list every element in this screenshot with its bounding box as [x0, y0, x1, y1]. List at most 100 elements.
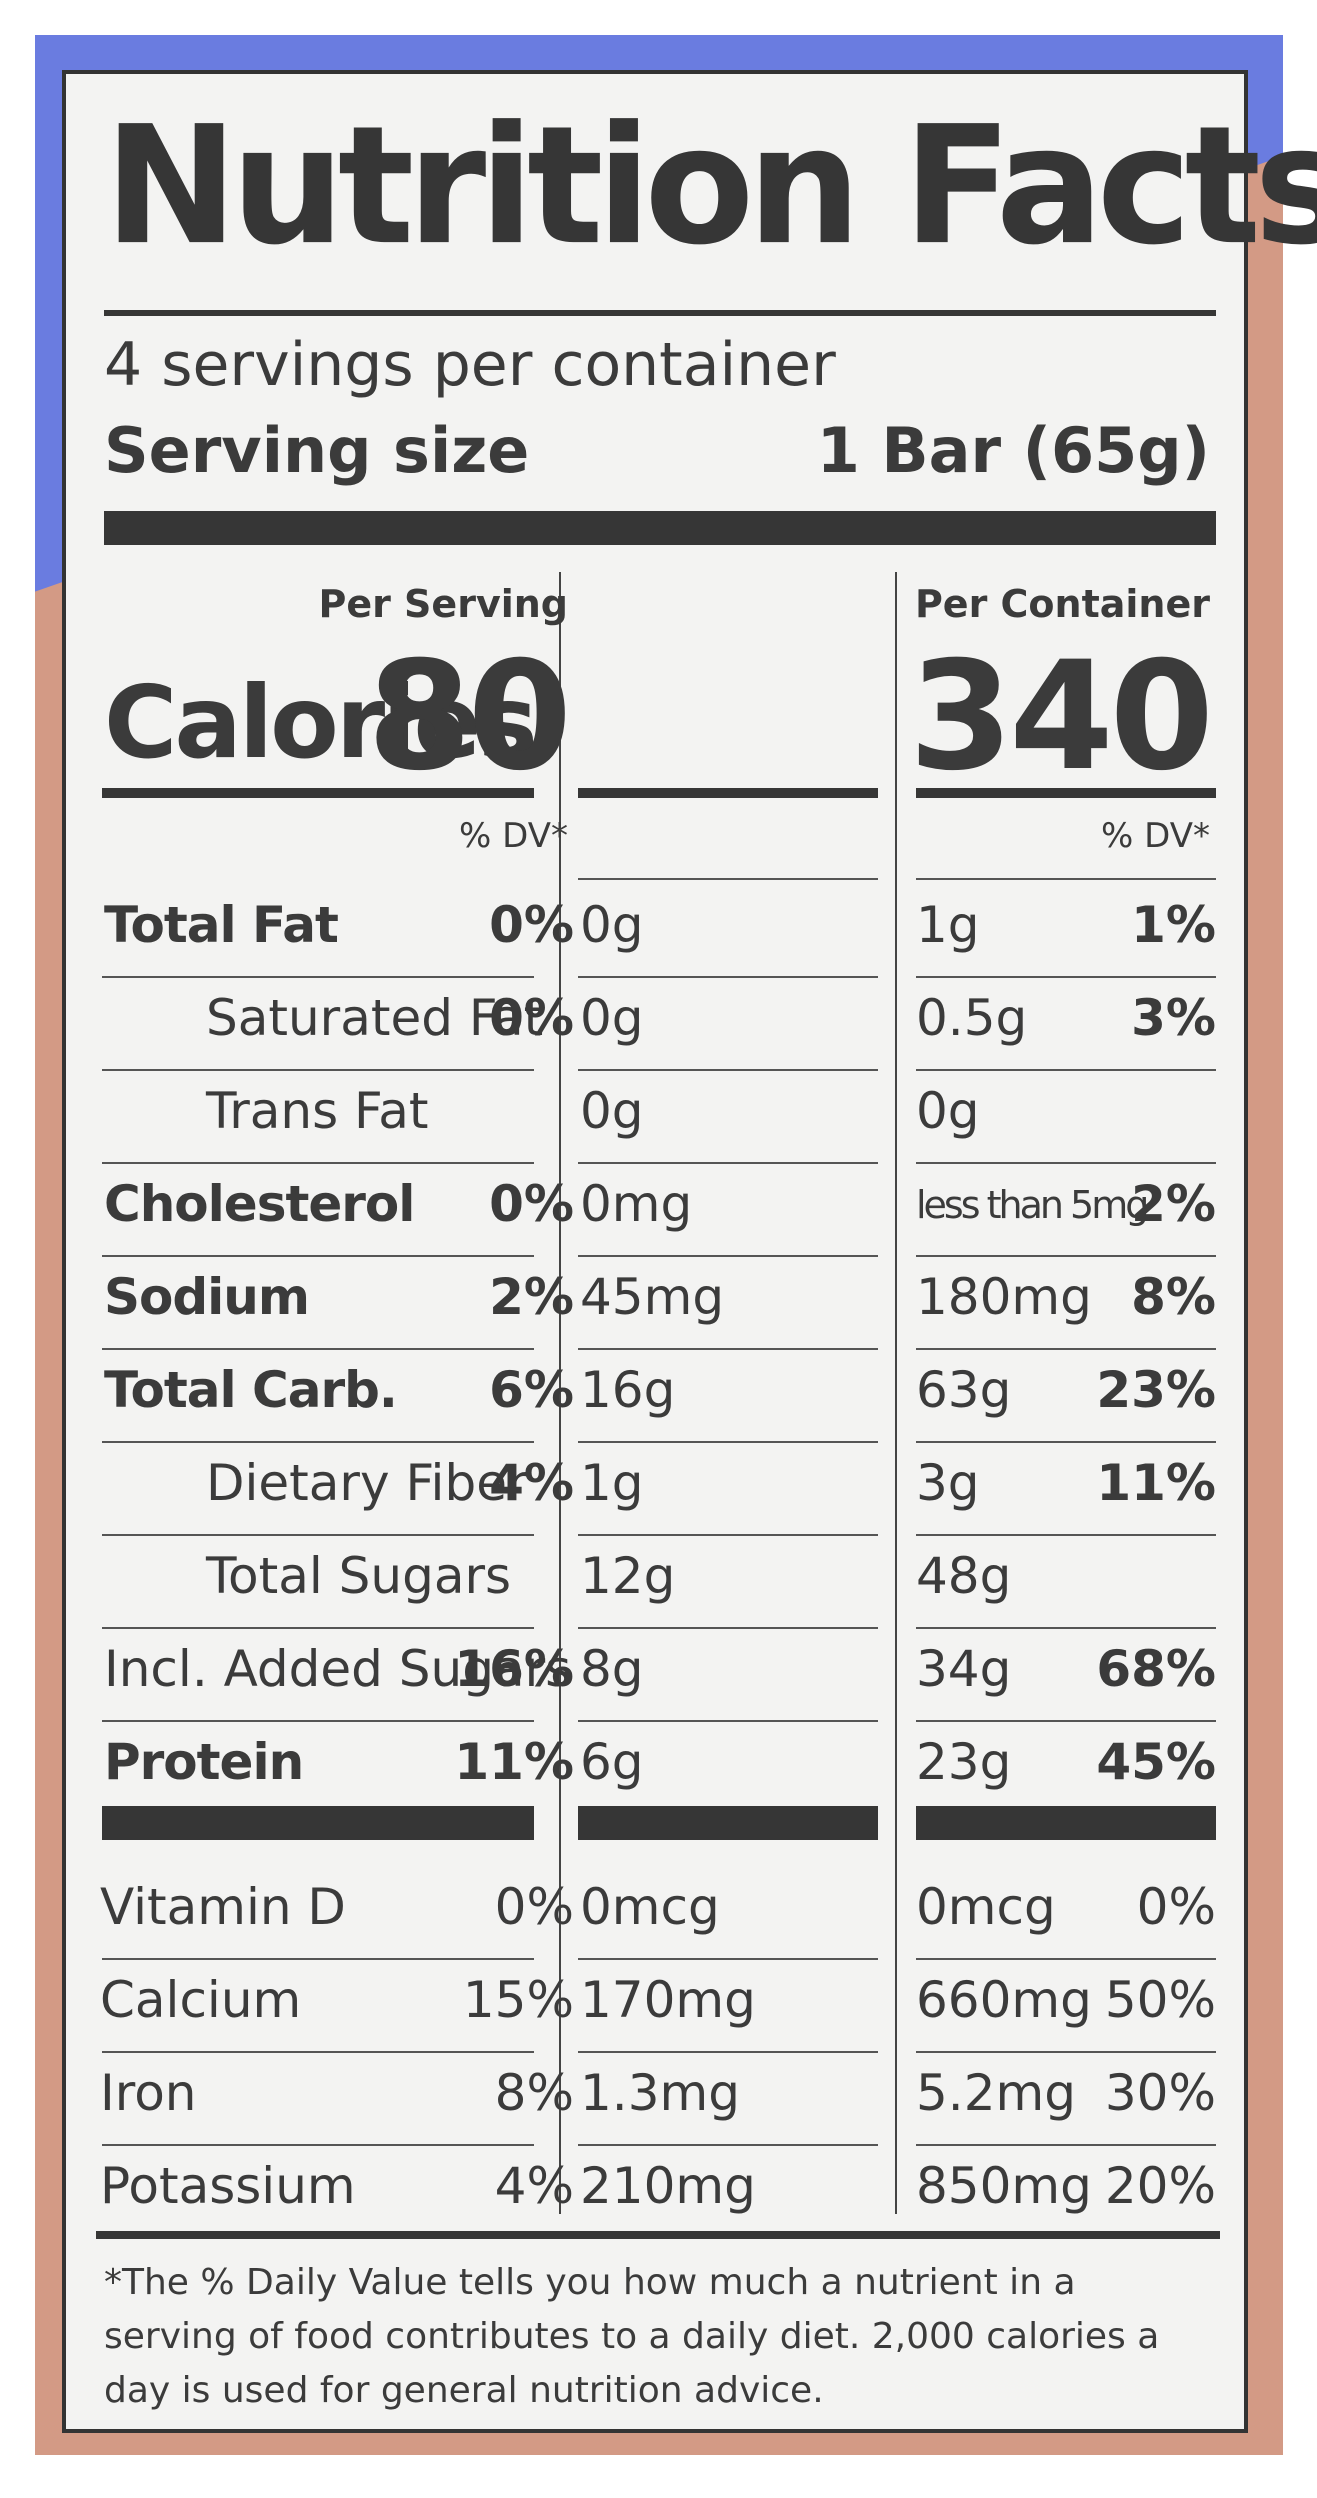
- vitamin-thick-rule-label: [102, 1806, 534, 1840]
- vitamin-row: Iron 1.3mg 8% 5.2mg 30%: [66, 2052, 1252, 2145]
- row-rule-container: [916, 1441, 1216, 1443]
- nutrient-name: Sodium: [104, 1268, 310, 1326]
- container-amount: 0mcg: [916, 1878, 1056, 1936]
- serving-amount: 0g: [580, 989, 644, 1047]
- container-amount: 0.5g: [916, 989, 1028, 1047]
- dv-header-serving: % DV*: [459, 816, 568, 856]
- row-rule-container: [916, 1958, 1216, 1960]
- calories-label: Calories: [104, 664, 538, 781]
- row-rule-container: [916, 1720, 1216, 1722]
- daily-value-footnote: *The % Daily Value tells you how much a …: [104, 2262, 1160, 2411]
- serving-amount: 210mg: [580, 2157, 756, 2215]
- vitamin-thick-rule-container: [916, 1806, 1216, 1840]
- container-amount: 48g: [916, 1547, 1012, 1605]
- row-rule-label: [102, 1720, 534, 1722]
- serving-dv: 6%: [489, 1361, 574, 1419]
- container-amount: 34g: [916, 1640, 1012, 1698]
- nutrient-row: Saturated Fat 0g 0% 0.5g 3%: [66, 977, 1252, 1070]
- nutrient-name: Dietary Fiber: [206, 1454, 528, 1512]
- nutrition-facts-panel: Nutrition Facts 4 servings per container…: [62, 70, 1317, 2433]
- container-dv: 1%: [1131, 896, 1216, 954]
- row-rule-label: [102, 1627, 534, 1629]
- nutrient-name: Saturated Fat: [206, 989, 544, 1047]
- footnote-rule: [96, 2231, 1220, 2239]
- row-rule-serving: [578, 2051, 878, 2053]
- container-dv: 20%: [1104, 2157, 1216, 2215]
- container-amount: 5.2mg: [916, 2064, 1076, 2122]
- vitamin-name: Potassium: [100, 2157, 356, 2215]
- calories-per-container: 340: [908, 630, 1214, 804]
- serving-amount: 16g: [580, 1361, 676, 1419]
- calories-rule-serving: [578, 788, 878, 798]
- row-rule-serving: [578, 1720, 878, 1722]
- row-rule-container: [916, 2144, 1216, 2146]
- nutrient-name: Total Sugars: [206, 1547, 512, 1605]
- container-amount: 850mg: [916, 2157, 1092, 2215]
- container-dv: 50%: [1104, 1971, 1216, 2029]
- container-amount: 660mg: [916, 1971, 1092, 2029]
- row-rule-serving: [578, 1348, 878, 1350]
- nutrient-name: Trans Fat: [206, 1082, 429, 1140]
- vitamin-row: Vitamin D 0mcg 0% 0mcg 0%: [66, 1866, 1252, 1959]
- row-rule-container: [916, 1348, 1216, 1350]
- row-rule-container: [916, 1069, 1216, 1071]
- container-amount: 23g: [916, 1733, 1012, 1791]
- nutrient-row: Dietary Fiber 1g 4% 3g 11%: [66, 1442, 1252, 1535]
- container-amount: 180mg: [916, 1268, 1092, 1326]
- row-rule-label: [102, 2144, 534, 2146]
- title-rule: [104, 310, 1216, 316]
- container-dv: 30%: [1104, 2064, 1216, 2122]
- container-dv: 3%: [1131, 989, 1216, 1047]
- container-dv: 8%: [1131, 1268, 1216, 1326]
- row-rule-container: [916, 1162, 1216, 1164]
- container-dv: 68%: [1096, 1640, 1216, 1698]
- serving-dv: 0%: [489, 1175, 574, 1233]
- row-rule-container: [916, 1255, 1216, 1257]
- label-title: Nutrition Facts: [104, 90, 1317, 281]
- column-divider-2: [895, 572, 897, 2214]
- serving-amount: 0g: [580, 1082, 644, 1140]
- vitamin-thick-rule-serving: [578, 1806, 878, 1840]
- serving-dv: 16%: [454, 1640, 574, 1698]
- row-rule-serving: [578, 1069, 878, 1071]
- serving-amount: 0g: [580, 896, 644, 954]
- row-rule-serving: [578, 2144, 878, 2146]
- nutrient-name: Total Fat: [104, 896, 339, 954]
- container-dv: 0%: [1136, 1878, 1216, 1936]
- row-rule-serving: [578, 1627, 878, 1629]
- row-rule-label: [102, 1958, 534, 1960]
- container-amount: 3g: [916, 1454, 980, 1512]
- row-rule-label: [102, 1348, 534, 1350]
- container-dv: 2%: [1131, 1175, 1216, 1233]
- row-rule-container: [916, 1627, 1216, 1629]
- row-rule-serving: [578, 1441, 878, 1443]
- row-rule-serving: [578, 1255, 878, 1257]
- nutrient-row: Incl. Added Sugars 8g 16% 34g 68%: [66, 1628, 1252, 1721]
- row-rule-label: [102, 1162, 534, 1164]
- nutrient-row: Total Fat 0g 0% 1g 1%: [66, 884, 1252, 977]
- serving-thick-rule: [104, 511, 1216, 545]
- container-dv: 23%: [1096, 1361, 1216, 1419]
- servings-per-container: 4 servings per container: [104, 330, 836, 400]
- serving-amount: 1g: [580, 1454, 644, 1512]
- nutrient-name: Total Carb.: [104, 1361, 398, 1419]
- row-rule-label: [102, 1534, 534, 1536]
- serving-amount: 0mcg: [580, 1878, 720, 1936]
- nutrient-row: Total Sugars 12g 48g: [66, 1535, 1252, 1628]
- serving-amount: 45mg: [580, 1268, 725, 1326]
- container-amount: less than 5mg: [916, 1183, 1149, 1227]
- calories-per-serving: 80: [367, 630, 572, 804]
- nutrient-row: Cholesterol 0mg 0% less than 5mg 2%: [66, 1163, 1252, 1256]
- row-rule-container: [916, 976, 1216, 978]
- container-amount: 63g: [916, 1361, 1012, 1419]
- container-dv: 45%: [1096, 1733, 1216, 1791]
- container-amount: 1g: [916, 896, 980, 954]
- serving-dv: 15%: [462, 1971, 574, 2029]
- serving-dv: 0%: [494, 1878, 574, 1936]
- row-rule-label: [102, 1069, 534, 1071]
- vitamin-row: Calcium 170mg 15% 660mg 50%: [66, 1959, 1252, 2052]
- vitamin-row: Potassium 210mg 4% 850mg 20%: [66, 2145, 1252, 2238]
- nutrient-row: Trans Fat 0g 0g: [66, 1070, 1252, 1163]
- container-dv: 11%: [1096, 1454, 1216, 1512]
- nutrient-row: Sodium 45mg 2% 180mg 8%: [66, 1256, 1252, 1349]
